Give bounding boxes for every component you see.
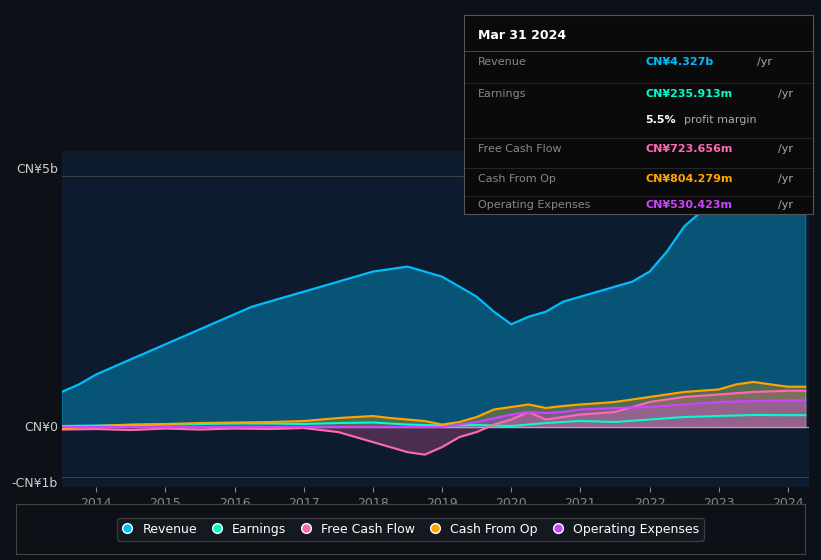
Text: CN¥0: CN¥0	[24, 421, 58, 433]
Text: CN¥723.656m: CN¥723.656m	[645, 144, 732, 155]
Text: /yr: /yr	[778, 88, 793, 99]
Text: -CN¥1b: -CN¥1b	[11, 477, 58, 490]
Text: /yr: /yr	[778, 144, 793, 155]
Text: Cash From Op: Cash From Op	[478, 174, 556, 184]
Text: 5.5%: 5.5%	[645, 115, 676, 124]
Text: Mar 31 2024: Mar 31 2024	[478, 29, 566, 42]
Text: CN¥804.279m: CN¥804.279m	[645, 174, 733, 184]
Text: CN¥235.913m: CN¥235.913m	[645, 88, 732, 99]
Legend: Revenue, Earnings, Free Cash Flow, Cash From Op, Operating Expenses: Revenue, Earnings, Free Cash Flow, Cash …	[117, 517, 704, 541]
Text: Earnings: Earnings	[478, 88, 526, 99]
Text: Revenue: Revenue	[478, 57, 526, 67]
Text: /yr: /yr	[757, 57, 772, 67]
Text: Free Cash Flow: Free Cash Flow	[478, 144, 562, 155]
Text: CN¥530.423m: CN¥530.423m	[645, 200, 732, 210]
Text: CN¥5b: CN¥5b	[16, 164, 58, 176]
Text: /yr: /yr	[778, 174, 793, 184]
Text: profit margin: profit margin	[684, 115, 756, 124]
Text: CN¥4.327b: CN¥4.327b	[645, 57, 713, 67]
Text: Operating Expenses: Operating Expenses	[478, 200, 590, 210]
Text: /yr: /yr	[778, 200, 793, 210]
